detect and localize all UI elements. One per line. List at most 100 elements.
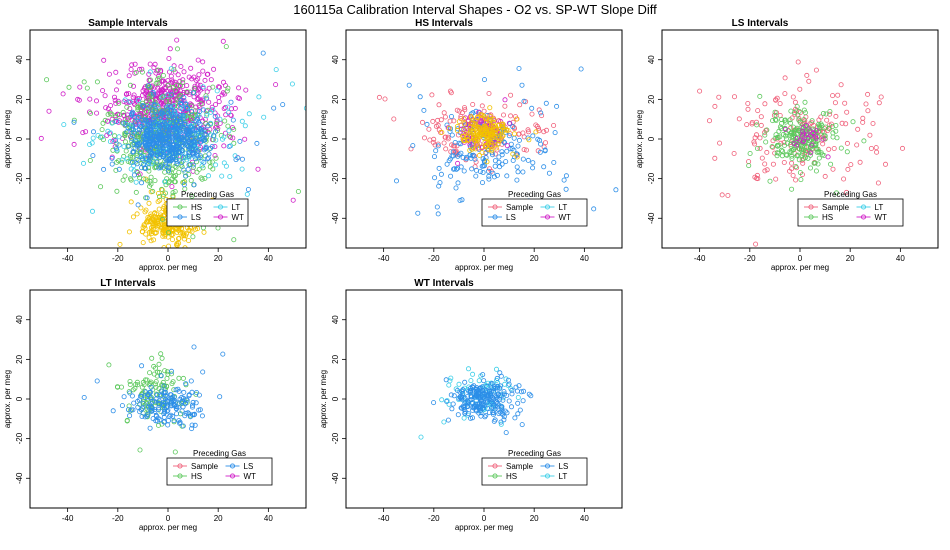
data-point-ls xyxy=(157,129,163,135)
x-tick-label: 20 xyxy=(530,254,539,263)
data-point-yellow xyxy=(158,215,164,221)
data-point-yellow xyxy=(478,112,484,118)
data-point-hs xyxy=(816,149,822,155)
data-point-ls xyxy=(444,161,450,167)
data-point-ls xyxy=(182,401,188,407)
y-axis-label: approx. per meg xyxy=(319,370,328,428)
data-point-hs xyxy=(135,105,141,111)
legend-label-hs: HS xyxy=(506,472,517,481)
data-point-ls xyxy=(121,120,127,126)
data-point-wt xyxy=(94,110,100,116)
data-point-ls xyxy=(448,114,454,120)
data-point-hs xyxy=(767,178,773,184)
data-point-ls xyxy=(191,122,197,128)
data-point-ls xyxy=(140,401,146,407)
data-point-wt xyxy=(114,87,120,93)
data-point-ls xyxy=(469,153,475,159)
data-point-wt xyxy=(94,98,100,104)
data-point-ls xyxy=(170,398,176,404)
data-point-ls xyxy=(186,130,192,136)
data-point-ls xyxy=(530,165,536,171)
data-point-wt xyxy=(162,85,168,91)
data-point-hs xyxy=(815,146,821,152)
data-point-yellow xyxy=(491,117,497,123)
data-point-ls xyxy=(478,410,484,416)
data-point-hs xyxy=(815,134,821,140)
data-point-yellow xyxy=(173,242,179,248)
legend-label-wt: WT xyxy=(875,213,888,222)
data-point-hs xyxy=(123,148,129,154)
data-point-sample xyxy=(773,176,779,182)
x-tick-label: -20 xyxy=(744,254,756,263)
data-point-ls xyxy=(151,127,157,133)
data-point-wt xyxy=(133,122,139,128)
data-point-yellow xyxy=(469,146,475,152)
data-point-sample xyxy=(789,160,795,166)
data-point-hs xyxy=(98,184,104,190)
data-point-yellow xyxy=(456,119,462,125)
data-point-ls xyxy=(161,419,167,425)
data-point-wt xyxy=(236,96,242,102)
data-point-hs xyxy=(164,375,170,381)
data-point-sample xyxy=(492,151,498,157)
panel-title: LT Intervals xyxy=(100,278,156,289)
data-point-ls xyxy=(147,425,153,431)
data-point-lt xyxy=(242,123,248,129)
data-point-hs xyxy=(153,384,159,390)
data-point-wt xyxy=(129,62,135,68)
data-point-ls xyxy=(459,388,465,394)
data-point-ls xyxy=(125,143,131,149)
data-point-yellow xyxy=(496,135,502,141)
data-point-hs xyxy=(164,99,170,105)
data-point-ls xyxy=(473,408,479,414)
y-tick-label: 20 xyxy=(15,94,24,103)
data-point-sample xyxy=(844,109,850,115)
data-point-ls xyxy=(421,107,427,113)
data-point-ls xyxy=(177,129,183,135)
legend-title: Preceding Gas xyxy=(508,449,561,458)
data-point-ls xyxy=(444,398,450,404)
data-point-sample xyxy=(878,94,884,100)
data-point-ls xyxy=(90,153,96,159)
data-point-hs xyxy=(149,355,155,361)
data-point-hs xyxy=(193,159,199,165)
data-point-lt xyxy=(468,378,474,384)
data-point-ls xyxy=(226,143,232,149)
data-point-hs xyxy=(112,133,118,139)
data-point-sample xyxy=(755,108,761,114)
data-point-sample xyxy=(712,103,718,109)
data-point-sample xyxy=(719,192,725,198)
data-point-ls xyxy=(460,387,466,393)
data-point-ls xyxy=(180,155,186,161)
data-point-ls xyxy=(491,410,497,416)
y-tick-label: -40 xyxy=(331,212,340,224)
data-point-sample xyxy=(391,116,397,122)
data-point-ls xyxy=(484,383,490,389)
data-point-hs xyxy=(833,128,839,134)
data-point-sample xyxy=(539,113,545,119)
data-point-ls xyxy=(136,130,142,136)
legend: Preceding Gas Sample LT HS WT xyxy=(797,190,904,227)
data-point-wt xyxy=(100,88,106,94)
data-point-ls xyxy=(591,206,597,212)
data-point-ls xyxy=(147,135,153,141)
data-point-lt xyxy=(239,118,245,124)
data-point-wt xyxy=(160,78,166,84)
data-point-sample xyxy=(835,92,841,98)
data-point-hs xyxy=(153,391,159,397)
data-point-sample xyxy=(831,145,837,151)
data-point-hs xyxy=(156,193,162,199)
data-point-lt xyxy=(225,104,231,110)
legend-label-ls: LS xyxy=(191,213,201,222)
data-point-wt xyxy=(60,91,66,97)
data-point-ls xyxy=(177,117,183,123)
data-point-ls xyxy=(161,414,167,420)
data-point-hs xyxy=(773,118,779,124)
data-point-ls xyxy=(201,159,207,165)
data-point-ls xyxy=(554,103,560,109)
data-point-ls xyxy=(142,117,148,123)
data-point-ls xyxy=(119,403,125,409)
data-point-sample xyxy=(753,241,759,247)
data-point-hs xyxy=(782,118,788,124)
data-point-hs xyxy=(145,178,151,184)
